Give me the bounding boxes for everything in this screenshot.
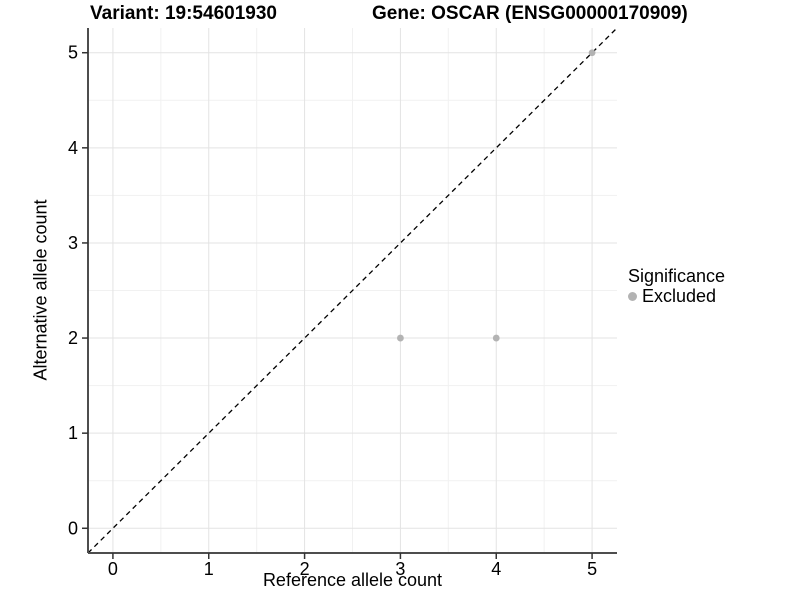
y-tick-label: 5 [68, 43, 78, 63]
data-point [492, 334, 500, 342]
y-tick-label: 3 [68, 233, 78, 253]
excluded-point-swatch-icon [628, 292, 637, 301]
y-tick-label: 0 [68, 518, 78, 538]
gene-title: Gene: OSCAR (ENSG00000170909) [372, 3, 688, 24]
y-axis-title: Alternative allele count [30, 199, 51, 381]
data-point [588, 49, 596, 57]
variant-title: Variant: 19:54601930 [90, 3, 277, 24]
legend-item-excluded: Excluded [628, 287, 725, 306]
y-tick-label: 4 [68, 138, 78, 158]
x-tick-label: 4 [491, 559, 501, 579]
x-tick-label: 0 [108, 559, 118, 579]
x-tick-label: 3 [395, 559, 405, 579]
x-tick-label: 2 [300, 559, 310, 579]
x-tick-label: 1 [204, 559, 214, 579]
legend-item-label: Excluded [642, 286, 717, 306]
y-tick-label: 2 [68, 328, 78, 348]
legend-title: Significance [628, 266, 726, 286]
x-tick-label: 5 [587, 559, 597, 579]
legend: Significance Excluded [628, 266, 725, 306]
y-tick-label: 1 [68, 423, 78, 443]
data-point [397, 334, 404, 342]
x-axis-title: Reference allele count [262, 570, 443, 590]
